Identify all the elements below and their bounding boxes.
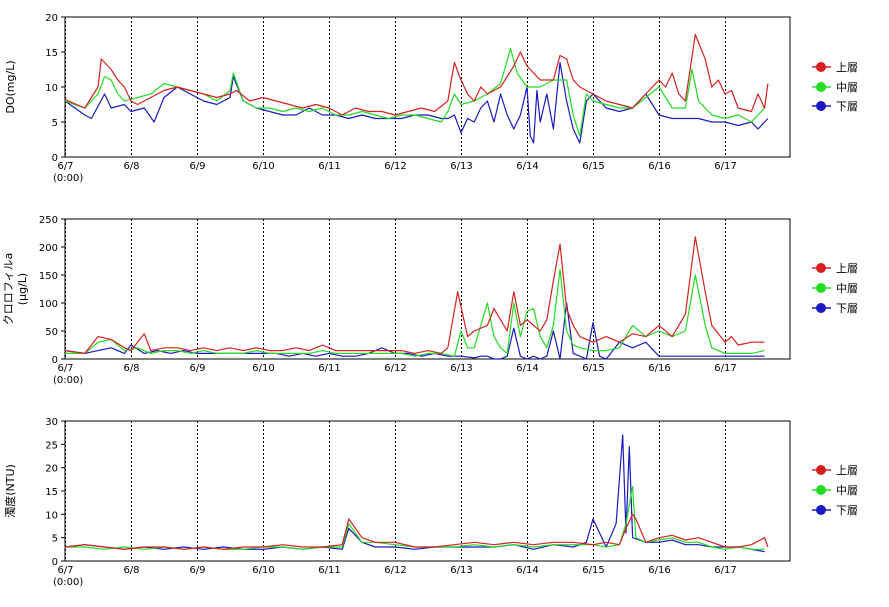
chart-panel: 6/7 6/8 6/9 6/10 6/11 6/12 6/13 6/14 6/15 6/16 6/1…	[4, 13, 858, 184]
y-axis-label: クロロフィルa	[2, 253, 15, 326]
x-tick-label: 6/15	[582, 363, 604, 374]
y-tick-label: 5	[52, 534, 58, 545]
x-tick-sublabel: (0:00)	[53, 375, 83, 386]
x-tick-label: 6/13	[450, 363, 472, 374]
legend-marker	[816, 465, 826, 475]
y-tick-label: 15	[45, 487, 58, 498]
legend-label: 下層	[836, 100, 858, 113]
y-tick-label: 200	[39, 243, 58, 254]
y-tick-label: 10	[45, 83, 58, 94]
x-tick-label: 6/11	[318, 363, 340, 374]
y-tick-label: 15	[45, 48, 58, 59]
x-tick-label: 6/16	[648, 565, 670, 576]
legend-label: 中層	[836, 484, 858, 497]
x-tick-label: 6/7	[57, 161, 73, 172]
legend-label: 下層	[836, 302, 858, 315]
x-tick-label: 6/16	[648, 363, 670, 374]
y-axis-label: (μg/L)	[16, 273, 29, 305]
legend-label: 上層	[836, 464, 858, 477]
x-tick-label: 6/14	[516, 565, 538, 576]
y-tick-label: 150	[39, 271, 58, 282]
x-tick-label: 6/15	[582, 565, 604, 576]
y-tick-label: 25	[45, 440, 58, 451]
series-line	[65, 268, 765, 357]
x-tick-label: 6/11	[318, 565, 340, 576]
x-tick-label: 6/9	[189, 161, 205, 172]
plot-area	[64, 218, 791, 360]
x-tick-label: 6/15	[582, 161, 604, 172]
y-axis-label: DO(mg/L)	[4, 60, 17, 113]
x-tick-label: 6/7	[57, 565, 73, 576]
series-line	[64, 33, 769, 116]
x-tick-label: 6/8	[123, 161, 139, 172]
series-line	[64, 236, 765, 354]
legend-marker	[816, 303, 826, 313]
legend-marker	[816, 263, 826, 273]
legend-label: 下層	[836, 504, 858, 517]
plot-area	[64, 16, 791, 158]
series-line	[64, 61, 769, 144]
x-tick-label: 6/10	[252, 363, 274, 374]
x-tick-label: 6/17	[714, 565, 736, 576]
y-tick-label: 0	[52, 557, 58, 568]
y-tick-label: 50	[45, 327, 58, 338]
y-axis-label: 濁度(NTU)	[3, 464, 17, 518]
legend-marker	[816, 485, 826, 495]
x-tick-label: 6/12	[384, 565, 406, 576]
x-tick-label: 6/17	[714, 161, 736, 172]
y-tick-label: 100	[39, 299, 58, 310]
legend-marker	[816, 283, 826, 293]
legend-marker	[816, 101, 826, 111]
series-line	[64, 513, 769, 550]
legend-label: 中層	[836, 282, 858, 295]
chart-panel: 6/7 6/8 6/9 6/10 6/11 6/12 6/13 6/14 6/15 6/16 6/1…	[2, 215, 858, 386]
y-tick-label: 20	[45, 13, 58, 24]
y-tick-label: 0	[52, 355, 58, 366]
legend-label: 上層	[836, 61, 858, 74]
x-tick-sublabel: (0:00)	[53, 577, 83, 588]
x-tick-label: 6/16	[648, 161, 670, 172]
x-tick-label: 6/12	[384, 363, 406, 374]
series-line	[64, 302, 765, 360]
x-tick-label: 6/14	[516, 363, 538, 374]
x-tick-label: 6/14	[516, 161, 538, 172]
legend-label: 中層	[836, 81, 858, 94]
x-tick-label: 6/12	[384, 161, 406, 172]
x-tick-label: 6/9	[189, 363, 205, 374]
y-tick-label: 10	[45, 510, 58, 521]
x-tick-label: 6/9	[189, 565, 205, 576]
y-tick-label: 250	[39, 215, 58, 226]
x-tick-label: 6/11	[318, 161, 340, 172]
x-tick-label: 6/10	[252, 161, 274, 172]
legend-marker	[816, 62, 826, 72]
legend-marker	[816, 505, 826, 515]
chart-panel: 6/7 6/8 6/9 6/10 6/11 6/12 6/13 6/14 6/15 6/16 6/1…	[3, 417, 858, 588]
x-tick-label: 6/10	[252, 565, 274, 576]
legend-label: 上層	[836, 262, 858, 275]
legend-marker	[816, 82, 826, 92]
y-tick-label: 0	[52, 153, 58, 164]
x-tick-label: 6/13	[450, 565, 472, 576]
x-tick-label: 6/7	[57, 363, 73, 374]
x-tick-label: 6/8	[123, 565, 139, 576]
x-tick-label: 6/8	[123, 363, 139, 374]
y-tick-label: 30	[45, 417, 58, 428]
y-tick-label: 20	[45, 464, 58, 475]
y-tick-label: 5	[52, 118, 58, 129]
x-tick-sublabel: (0:00)	[53, 173, 83, 184]
x-tick-label: 6/13	[450, 161, 472, 172]
x-tick-label: 6/17	[714, 363, 736, 374]
plot-area	[64, 420, 791, 562]
